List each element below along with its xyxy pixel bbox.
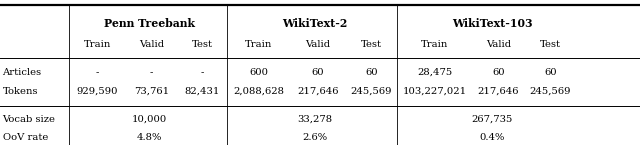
Text: Test: Test bbox=[361, 40, 381, 49]
Text: 60: 60 bbox=[312, 68, 324, 77]
Text: Tokens: Tokens bbox=[3, 87, 38, 96]
Text: 2,088,628: 2,088,628 bbox=[233, 87, 284, 96]
Text: 245,569: 245,569 bbox=[530, 87, 571, 96]
Text: Valid: Valid bbox=[305, 40, 331, 49]
Text: 267,735: 267,735 bbox=[472, 115, 513, 124]
Text: 0.4%: 0.4% bbox=[480, 133, 505, 142]
Text: 217,646: 217,646 bbox=[298, 87, 339, 96]
Text: Train: Train bbox=[245, 40, 272, 49]
Text: Valid: Valid bbox=[139, 40, 164, 49]
Text: 28,475: 28,475 bbox=[417, 68, 452, 77]
Text: 217,646: 217,646 bbox=[478, 87, 519, 96]
Text: 73,761: 73,761 bbox=[134, 87, 169, 96]
Text: 60: 60 bbox=[365, 68, 378, 77]
Text: 600: 600 bbox=[249, 68, 268, 77]
Text: -: - bbox=[150, 68, 154, 77]
Text: 103,227,021: 103,227,021 bbox=[403, 87, 467, 96]
Text: Vocab size: Vocab size bbox=[3, 115, 56, 124]
Text: WikiText-103: WikiText-103 bbox=[452, 18, 532, 29]
Text: 33,278: 33,278 bbox=[298, 115, 332, 124]
Text: Test: Test bbox=[540, 40, 561, 49]
Text: 82,431: 82,431 bbox=[184, 87, 220, 96]
Text: Penn Treebank: Penn Treebank bbox=[104, 18, 195, 29]
Text: 245,569: 245,569 bbox=[351, 87, 392, 96]
Text: Train: Train bbox=[421, 40, 448, 49]
Text: 60: 60 bbox=[544, 68, 557, 77]
Text: 4.8%: 4.8% bbox=[137, 133, 163, 142]
Text: 60: 60 bbox=[492, 68, 505, 77]
Text: Articles: Articles bbox=[3, 68, 42, 77]
Text: Train: Train bbox=[84, 40, 111, 49]
Text: WikiText-2: WikiText-2 bbox=[282, 18, 348, 29]
Text: 10,000: 10,000 bbox=[132, 115, 168, 124]
Text: Test: Test bbox=[192, 40, 212, 49]
Text: OoV rate: OoV rate bbox=[3, 133, 48, 142]
Text: Valid: Valid bbox=[486, 40, 511, 49]
Text: -: - bbox=[95, 68, 99, 77]
Text: 2.6%: 2.6% bbox=[302, 133, 328, 142]
Text: 929,590: 929,590 bbox=[77, 87, 118, 96]
Text: -: - bbox=[200, 68, 204, 77]
